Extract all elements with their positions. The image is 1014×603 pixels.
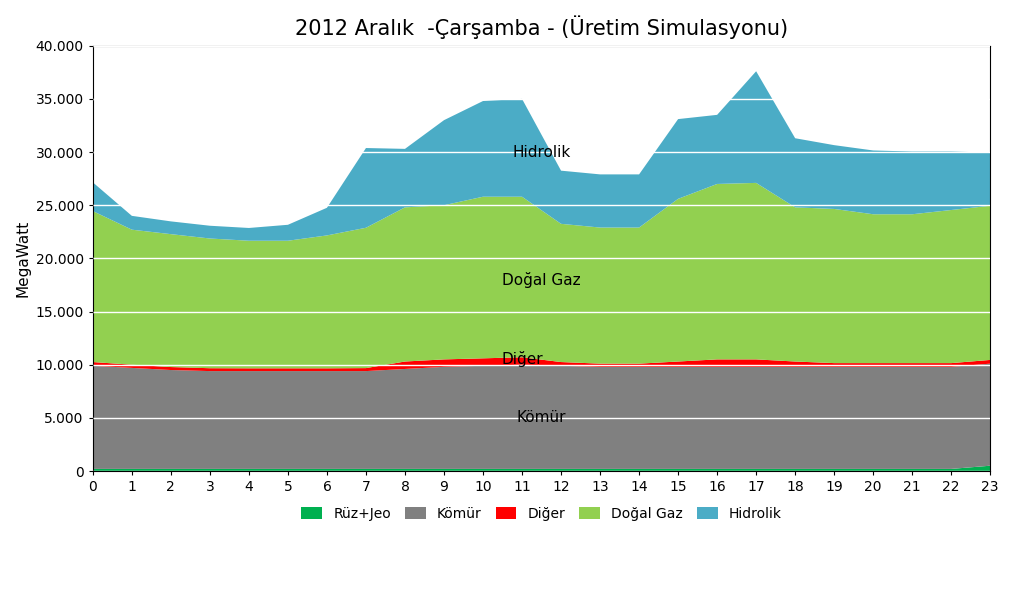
Text: Doğal Gaz: Doğal Gaz xyxy=(502,271,581,288)
Text: Kömür: Kömür xyxy=(517,411,566,425)
Y-axis label: MegaWatt: MegaWatt xyxy=(15,219,30,297)
Text: Diğer: Diğer xyxy=(501,352,542,367)
Title: 2012 Aralık  -Çarşamba - (Üretim Simulasyonu): 2012 Aralık -Çarşamba - (Üretim Simulasy… xyxy=(295,15,788,39)
Text: Hidrolik: Hidrolik xyxy=(512,145,571,160)
Legend: Rüz+Jeo, Kömür, Diğer, Doğal Gaz, Hidrolik: Rüz+Jeo, Kömür, Diğer, Doğal Gaz, Hidrol… xyxy=(294,500,789,528)
